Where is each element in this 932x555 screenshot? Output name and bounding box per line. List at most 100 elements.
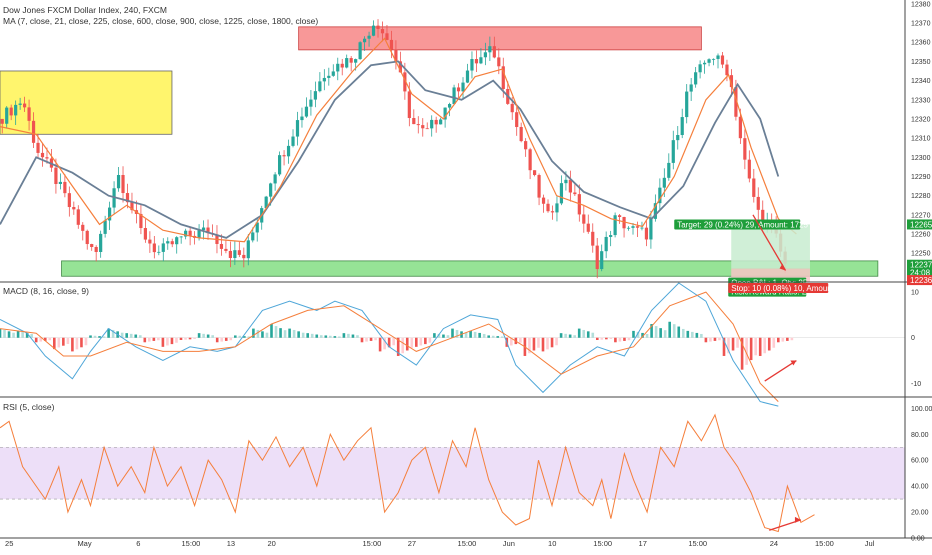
- candle-down[interactable]: [398, 61, 402, 73]
- candle-down[interactable]: [0, 118, 4, 124]
- stop-label[interactable]: Stop: 10 (0.08%) 10, Amount: 750: [728, 283, 852, 293]
- candle-up[interactable]: [184, 230, 188, 237]
- candle-up[interactable]: [631, 226, 635, 228]
- macd-histogram-bar[interactable]: [487, 335, 490, 338]
- candle-down[interactable]: [242, 254, 246, 259]
- macd-histogram-bar[interactable]: [148, 337, 151, 342]
- price-pane[interactable]: Target: 29 (0.24%) 29, Amount: 1725Open …: [0, 19, 879, 297]
- candle-down[interactable]: [532, 170, 537, 176]
- candle-up[interactable]: [273, 174, 277, 184]
- macd-histogram-bar[interactable]: [772, 337, 776, 348]
- candle-up[interactable]: [331, 71, 335, 76]
- macd-histogram-bar[interactable]: [21, 331, 24, 338]
- candle-up[interactable]: [108, 207, 112, 221]
- candle-up[interactable]: [600, 251, 604, 270]
- macd-histogram-bar[interactable]: [491, 335, 495, 338]
- candle-up[interactable]: [304, 106, 309, 117]
- candle-up[interactable]: [439, 119, 443, 125]
- macd-histogram-bar[interactable]: [16, 330, 20, 338]
- candle-up[interactable]: [313, 91, 317, 100]
- candle-down[interactable]: [425, 128, 429, 130]
- macd-histogram-bar[interactable]: [329, 335, 332, 338]
- macd-histogram-bar[interactable]: [519, 337, 522, 343]
- candle-down[interactable]: [224, 248, 228, 251]
- candle-down[interactable]: [519, 127, 523, 142]
- ma-legend[interactable]: MA (7, close, 21, close, 225, close, 600…: [3, 16, 319, 26]
- yellow-zone[interactable]: [0, 70, 173, 135]
- macd-histogram-bar[interactable]: [704, 337, 708, 343]
- macd-histogram-bar[interactable]: [206, 334, 210, 338]
- candle-down[interactable]: [550, 211, 555, 213]
- candle-up[interactable]: [322, 77, 326, 82]
- macd-histogram-bar[interactable]: [134, 334, 138, 338]
- candle-up[interactable]: [698, 64, 702, 73]
- candle-down[interactable]: [510, 103, 514, 113]
- rsi-legend[interactable]: RSI (5, close): [3, 402, 55, 412]
- macd-histogram-bar[interactable]: [102, 336, 106, 338]
- macd-histogram-bar[interactable]: [568, 334, 572, 338]
- macd-histogram-bar[interactable]: [392, 337, 395, 346]
- rsi-line[interactable]: [0, 413, 815, 533]
- macd-histogram-bar[interactable]: [600, 337, 604, 340]
- candle-down[interactable]: [617, 215, 622, 217]
- macd-histogram-bar[interactable]: [758, 337, 762, 356]
- macd-histogram-bar[interactable]: [179, 337, 183, 340]
- target-label[interactable]: Target: 29 (0.24%) 29, Amount: 1725: [674, 219, 809, 230]
- macd-histogram-bar[interactable]: [53, 337, 56, 350]
- macd-histogram-bar[interactable]: [500, 336, 504, 338]
- macd-histogram-bar[interactable]: [754, 337, 757, 356]
- macd-histogram-bar[interactable]: [383, 337, 386, 350]
- macd-histogram-bar[interactable]: [7, 331, 11, 338]
- macd-histogram-bar[interactable]: [636, 331, 640, 338]
- candle-up[interactable]: [613, 215, 617, 236]
- macd-histogram-bar[interactable]: [550, 337, 554, 348]
- macd-histogram-bar[interactable]: [161, 337, 165, 347]
- candle-up[interactable]: [166, 241, 170, 244]
- macd-histogram-bar[interactable]: [129, 333, 133, 338]
- candle-down[interactable]: [568, 179, 572, 193]
- candle-down[interactable]: [23, 103, 27, 108]
- macd-histogram-bar[interactable]: [220, 337, 224, 342]
- candle-up[interactable]: [716, 55, 720, 59]
- macd-histogram-bar[interactable]: [555, 337, 558, 346]
- candle-down[interactable]: [219, 243, 224, 249]
- candle-down[interactable]: [72, 207, 76, 210]
- macd-histogram-bar[interactable]: [315, 334, 319, 338]
- candle-down[interactable]: [380, 29, 385, 34]
- candle-up[interactable]: [685, 91, 689, 118]
- macd-histogram-bar[interactable]: [338, 336, 341, 338]
- candle-up[interactable]: [161, 243, 165, 252]
- macd-histogram-bar[interactable]: [645, 333, 649, 338]
- rsi-pane[interactable]: [0, 413, 905, 533]
- candle-down[interactable]: [349, 58, 353, 63]
- macd-histogram-bar[interactable]: [143, 337, 147, 343]
- candle-down[interactable]: [416, 124, 420, 126]
- macd-histogram-bar[interactable]: [93, 335, 97, 338]
- macd-histogram-bar[interactable]: [650, 324, 653, 338]
- candle-up[interactable]: [291, 136, 295, 146]
- macd-histogram-bar[interactable]: [446, 335, 450, 338]
- macd-histogram-bar[interactable]: [211, 335, 214, 338]
- candle-down[interactable]: [546, 203, 550, 212]
- candle-down[interactable]: [228, 250, 232, 258]
- candle-down[interactable]: [734, 87, 738, 117]
- macd-histogram-bar[interactable]: [681, 328, 685, 338]
- candle-down[interactable]: [188, 230, 192, 236]
- macd-histogram-bar[interactable]: [288, 328, 291, 338]
- candle-down[interactable]: [537, 175, 541, 198]
- candle-up[interactable]: [157, 251, 161, 253]
- macd-histogram-bar[interactable]: [691, 331, 694, 338]
- candle-down[interactable]: [139, 213, 143, 229]
- candle-up[interactable]: [707, 59, 711, 63]
- candle-up[interactable]: [604, 236, 608, 252]
- macd-histogram-bar[interactable]: [695, 332, 699, 338]
- macd-histogram-bar[interactable]: [405, 337, 409, 351]
- macd-histogram-bar[interactable]: [387, 337, 391, 348]
- macd-histogram-bar[interactable]: [749, 337, 753, 361]
- candle-up[interactable]: [559, 183, 564, 204]
- macd-histogram-bar[interactable]: [193, 337, 196, 339]
- candle-down[interactable]: [170, 241, 174, 245]
- macd-histogram-bar[interactable]: [781, 337, 785, 342]
- candle-up[interactable]: [680, 117, 684, 136]
- macd-histogram-bar[interactable]: [528, 337, 531, 354]
